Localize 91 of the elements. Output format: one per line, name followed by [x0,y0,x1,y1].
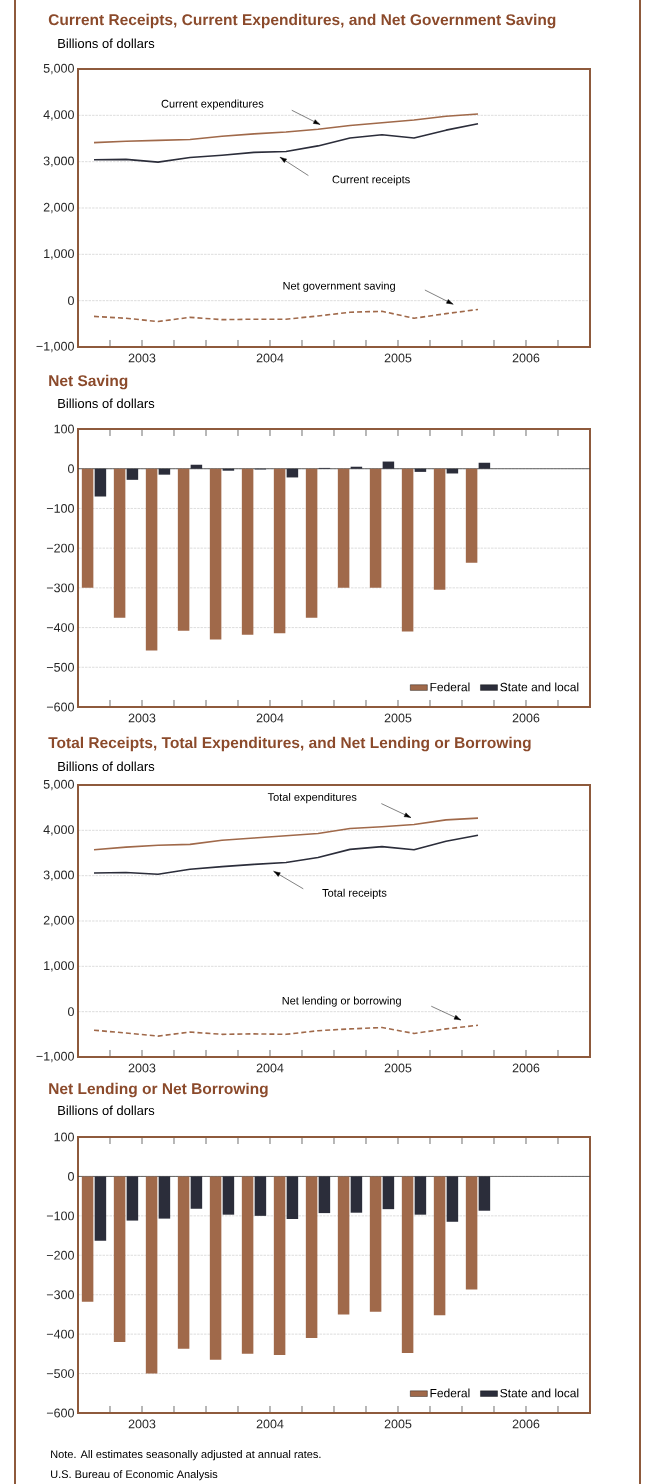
y-tick-label: −100 [46,504,74,513]
text: U.S. Bureau of Economic Analysis [51,1470,218,1481]
series-label: Net government saving [283,281,395,292]
x-tick-label: 2005 [384,353,412,363]
chart-subtitle: Billions of dollars [58,761,155,772]
y-tick-label: 0 [68,296,74,306]
chart-subtitle: Billions of dollars [58,1105,155,1116]
y-tick-label: 1,000 [44,249,74,260]
text: Current expenditures [161,99,264,110]
x-tick-label: 2006 [512,353,540,363]
y-tick-label: 0 [68,1007,74,1017]
y-tick-label: 0 [68,464,74,474]
bar [369,468,382,588]
y-tick-label: 100 [54,424,74,434]
bar [126,468,139,480]
bar [382,461,395,469]
y-tick-label: −500 [46,1369,74,1378]
x-tick-label: 2005 [384,713,412,723]
y-tick-label: 3,000 [43,156,74,167]
x-tick-label: 2003 [128,353,156,363]
x-tick-label: 2005 [384,1419,412,1429]
y-tick-label: 3,000 [43,870,74,881]
x-tick-label: 2003 [128,1419,156,1429]
bar [273,468,286,634]
y-tick-label: 2,000 [43,202,74,214]
y-tick-label: 1,000 [44,961,74,972]
y-tick-label: −100 [46,1211,74,1221]
chart-title: Current Receipts, Current Expenditures, and Net Government Saving [48,13,556,29]
x-tick-label: 2006 [512,1419,540,1429]
y-tick-label: −300 [46,583,74,593]
bar [190,464,203,469]
y-tick-label: 4,000 [43,110,74,121]
y-tick-label: −1,000 [36,1051,74,1063]
bar [94,468,107,497]
x-tick-label: 2004 [256,1419,284,1429]
chart-title: Net Lending or Net Borrowing [49,1082,268,1098]
chart-subtitle: Billions of dollars [58,398,155,409]
y-tick-label: 100 [54,1132,74,1142]
legend-label: State and local [500,1388,579,1398]
chart-title: Net Saving [49,374,128,390]
x-tick-label: 2004 [256,353,284,363]
bar [305,468,318,618]
y-tick-label: 5,000 [43,63,74,75]
y-tick-label: −600 [46,1408,74,1418]
y-tick-label: 5,000 [43,779,74,791]
bar [337,468,350,588]
y-tick-label: −600 [46,702,74,712]
line-series [93,1024,479,1037]
bar [158,468,171,475]
text: Note. All estimates seasonally adjusted at annual rates. [51,1450,321,1461]
bar [145,468,158,651]
y-tick-label: −500 [46,662,74,672]
legend-label: Federal [430,1388,470,1398]
y-tick-label: −400 [46,1329,74,1339]
bar [478,462,491,469]
x-tick-label: 2006 [512,713,540,723]
x-tick-label: 2004 [256,713,284,723]
y-tick-label: −200 [46,543,74,553]
y-tick-label: 0 [68,1172,74,1181]
line-series [93,308,479,323]
bar [241,468,254,635]
line-series [93,834,479,876]
text: Current receipts [332,175,410,186]
y-tick-label: −200 [46,1250,74,1260]
x-tick-label: 2003 [128,1063,156,1073]
y-tick-label: −1,000 [36,341,74,353]
line-series [93,817,479,851]
chart-title: Total Receipts, Total Expenditures, and Net Lending or Borrowing [48,736,531,752]
x-tick-label: 2003 [128,713,156,723]
bar [433,468,446,590]
bar [113,468,126,618]
y-tick-label: 4,000 [43,825,74,836]
text: Net lending or borrowing [282,996,401,1007]
y-tick-label: 2,000 [43,915,74,927]
y-tick-label: −400 [46,623,74,632]
x-tick-label: 2006 [512,1063,540,1073]
text: Total expenditures [267,792,357,804]
legend-label: Federal [430,682,470,692]
line-series [93,122,479,163]
chart-subtitle: Billions of dollars [58,38,155,49]
bar [81,468,94,588]
x-tick-label: 2005 [384,1063,412,1073]
bar [209,468,222,640]
y-tick-label: −300 [46,1290,74,1300]
line-series [93,113,479,144]
x-tick-label: 2004 [256,1063,284,1073]
legend-label: State and local [500,682,579,692]
text: Total receipts [322,888,387,899]
bar [401,468,414,632]
bar [465,468,478,563]
bar [177,468,190,631]
